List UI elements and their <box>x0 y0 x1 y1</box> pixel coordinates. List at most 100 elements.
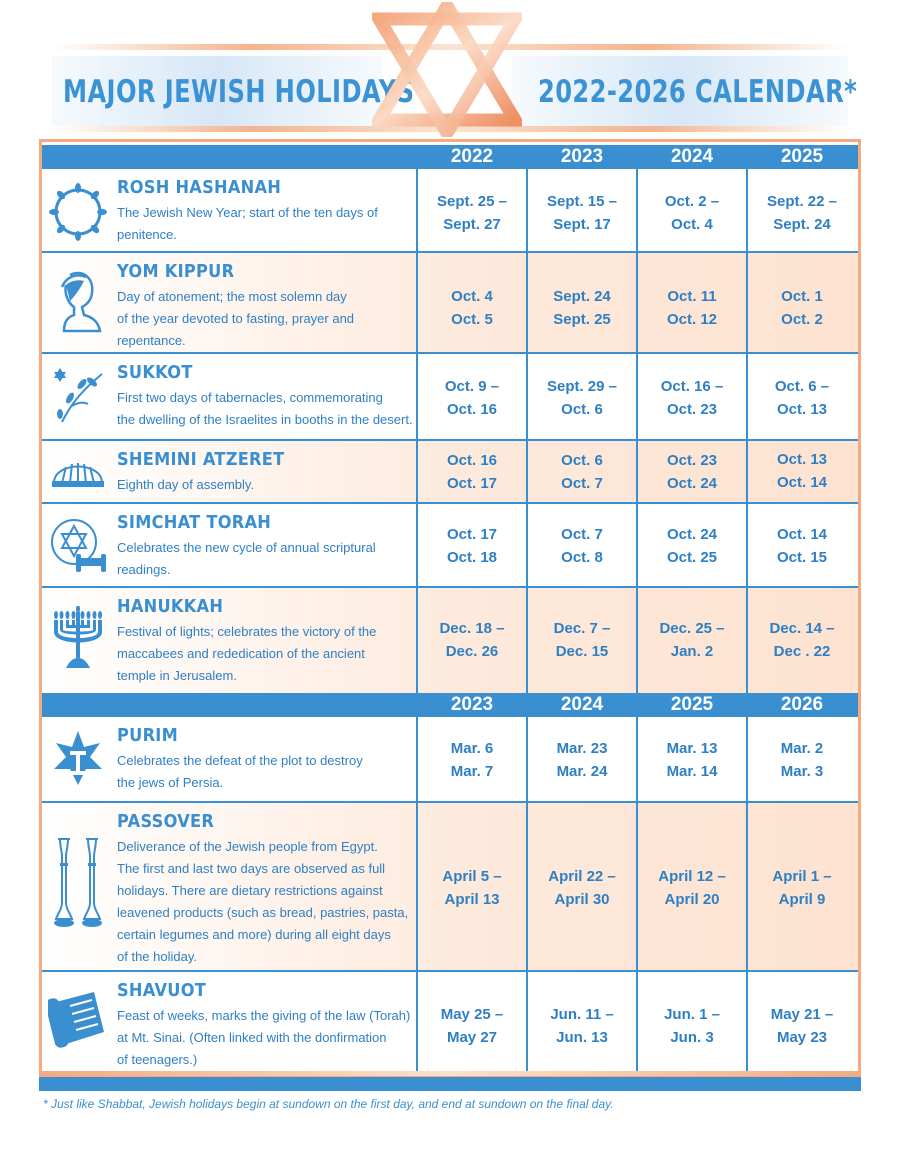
holiday-description: Celebrates the new cycle of annual scrip… <box>117 537 417 581</box>
year-label: 2024 <box>560 694 604 715</box>
year-label: 2025 <box>780 146 824 167</box>
star-branch-icon <box>54 368 103 423</box>
description-line: temple in Jerusalem. <box>117 668 237 683</box>
date-cell: Oct. 24 Oct. 25 <box>666 526 718 566</box>
date-cell: Mar. 13 Mar. 14 <box>666 740 718 780</box>
description-line: repentance. <box>117 333 186 348</box>
header-left-title: MAJOR JEWISH HOLIDAYS <box>63 74 415 110</box>
description-line: of the year devoted to fasting, prayer a… <box>117 311 355 326</box>
description-line: Celebrates the defeat of the plot to des… <box>117 753 363 768</box>
description-line: of the holiday. <box>117 949 197 964</box>
date-cell: Sept. 15 – Sept. 17 <box>546 193 618 233</box>
year-label: 2025 <box>670 694 714 715</box>
date-cell: Mar. 2 Mar. 3 <box>780 740 824 780</box>
description-line: Celebrates the new cycle of annual scrip… <box>117 540 376 555</box>
date-cell: Oct. 23 Oct. 24 <box>666 452 718 492</box>
date-cell: Sept. 22 – Sept. 24 <box>766 193 838 233</box>
holiday-row-rosh-hashanah: ROSH HASHANAH The Jewish New Year; start… <box>42 169 858 264</box>
date-cell: May 21 – May 23 <box>770 1006 834 1046</box>
description-line: First two days of tabernacles, commemora… <box>117 390 383 405</box>
date-cell: Dec. 7 – Dec. 15 <box>553 620 611 660</box>
bottom-stripe <box>39 1071 861 1076</box>
description-line: the jews of Persia. <box>117 775 224 790</box>
torah-scroll-icon <box>48 992 104 1048</box>
date-cell: Oct. 9 – Oct. 16 <box>444 378 500 418</box>
column-divider <box>746 169 748 693</box>
calendar-table-body: 2022 2023 2024 2025 ROSH HASHANAH <box>42 142 858 1074</box>
star-scroll-icon <box>54 731 102 785</box>
page-header: MAJOR JEWISH HOLIDAYS 2022-2026 CALENDAR… <box>0 0 900 140</box>
header-right-band <box>512 56 848 126</box>
holiday-name: HANUKKAH <box>117 596 224 617</box>
holiday-description: Day of atonement; the most solemn day of… <box>117 286 417 352</box>
row-divider <box>42 439 858 441</box>
date-cell: Sept. 24 Sept. 25 <box>553 288 611 328</box>
column-divider <box>416 717 418 1074</box>
date-cell: Oct. 7 Oct. 8 <box>561 526 603 566</box>
footnote: * Just like Shabbat, Jewish holidays beg… <box>43 1097 614 1111</box>
holiday-row-purim: PURIM Celebrates the defeat of the plot … <box>42 717 858 802</box>
description-line: maccabees and rededication of the ancien… <box>117 646 365 661</box>
holiday-name: PURIM <box>117 725 179 746</box>
date-cell: Oct. 16 Oct. 17 <box>446 452 498 492</box>
wreath-icon <box>49 183 107 241</box>
menorah-icon <box>54 606 102 668</box>
date-cell: Oct. 4 Oct. 5 <box>451 288 493 328</box>
column-divider <box>526 717 528 1074</box>
date-cell: Oct. 11 Oct. 12 <box>666 288 718 328</box>
date-cell: Dec. 18 – Dec. 26 <box>439 620 505 660</box>
date-cell: Oct. 1 Oct. 2 <box>781 288 823 328</box>
year-label: 2024 <box>670 146 714 167</box>
row-divider <box>42 801 858 803</box>
year-label: 2023 <box>450 694 494 715</box>
date-cell: Dec. 25 – Jan. 2 <box>659 620 725 660</box>
holiday-name: SIMCHAT TORAH <box>117 512 272 533</box>
date-cell: Jun. 11 – Jun. 13 <box>550 1006 614 1046</box>
description-line: Deliverance of the Jewish people from Eg… <box>117 839 378 854</box>
date-cell: Oct. 14 Oct. 15 <box>776 526 828 566</box>
holiday-description: Feast of weeks, marks the giving of the … <box>117 1005 417 1071</box>
date-cell: April 5 – April 13 <box>442 868 502 908</box>
column-divider <box>636 717 638 1074</box>
date-cell: Oct. 6 – Oct. 13 <box>774 378 830 418</box>
date-cell: April 22 – April 30 <box>548 868 616 908</box>
date-cell: Jun. 1 – Jun. 3 <box>664 1006 720 1046</box>
date-cell: Oct. 17 Oct. 18 <box>446 526 498 566</box>
holiday-name: SHEMINI ATZERET <box>117 449 285 470</box>
holiday-description: Deliverance of the Jewish people from Eg… <box>117 836 417 968</box>
candlesticks-icon <box>54 838 102 927</box>
description-line: Festival of lights; celebrates the victo… <box>117 624 377 639</box>
holiday-row-shavuot: SHAVUOT Feast of weeks, marks the giving… <box>42 972 858 1074</box>
torah-star-icon <box>51 519 106 572</box>
date-cell: Oct. 6 Oct. 7 <box>561 452 603 492</box>
column-divider <box>636 169 638 693</box>
calendar-table: 2022 2023 2024 2025 ROSH HASHANAH <box>39 139 861 1077</box>
description-line: certain legumes and more) during all eig… <box>117 927 391 942</box>
holiday-name: ROSH HASHANAH <box>117 177 282 198</box>
description-line: the dwelling of the Israelites in booths… <box>117 412 413 427</box>
holiday-description: Festival of lights; celebrates the victo… <box>117 621 417 687</box>
header-top-stripe <box>52 44 848 50</box>
date-cell: Sept. 25 – Sept. 27 <box>436 193 508 233</box>
description-line: holidays. There are dietary restrictions… <box>117 883 383 898</box>
year-header-2023-2026: 2023 2024 2025 2026 <box>42 693 858 717</box>
kippah-icon <box>52 463 104 487</box>
date-cell: Mar. 6 Mar. 7 <box>450 740 494 780</box>
description-line: The first and last two days are observed… <box>117 861 386 876</box>
holiday-row-sukkot: SUKKOT First two days of tabernacles, co… <box>42 354 858 440</box>
row-divider <box>42 251 858 253</box>
holiday-name: SHAVUOT <box>117 980 207 1001</box>
holiday-description: First two days of tabernacles, commemora… <box>117 387 417 431</box>
date-cell: Oct. 16 – Oct. 23 <box>660 378 724 418</box>
holiday-row-simchat-torah: SIMCHAT TORAH Celebrates the new cycle o… <box>42 504 858 587</box>
description-line: readings. <box>117 562 171 577</box>
header-right-title: 2022-2026 CALENDAR* <box>538 74 858 110</box>
row-divider <box>42 586 858 588</box>
year-label: 2022 <box>450 146 494 167</box>
row-divider <box>42 970 858 972</box>
description-line: leavened products (such as bread, pastri… <box>117 905 409 920</box>
holiday-row-passover: PASSOVER Deliverance of the Jewish peopl… <box>42 803 858 971</box>
date-cell: Oct. 2 – Oct. 4 <box>664 193 720 233</box>
star-of-david-icon <box>372 2 522 137</box>
description-line: of teenagers.) <box>117 1052 198 1067</box>
